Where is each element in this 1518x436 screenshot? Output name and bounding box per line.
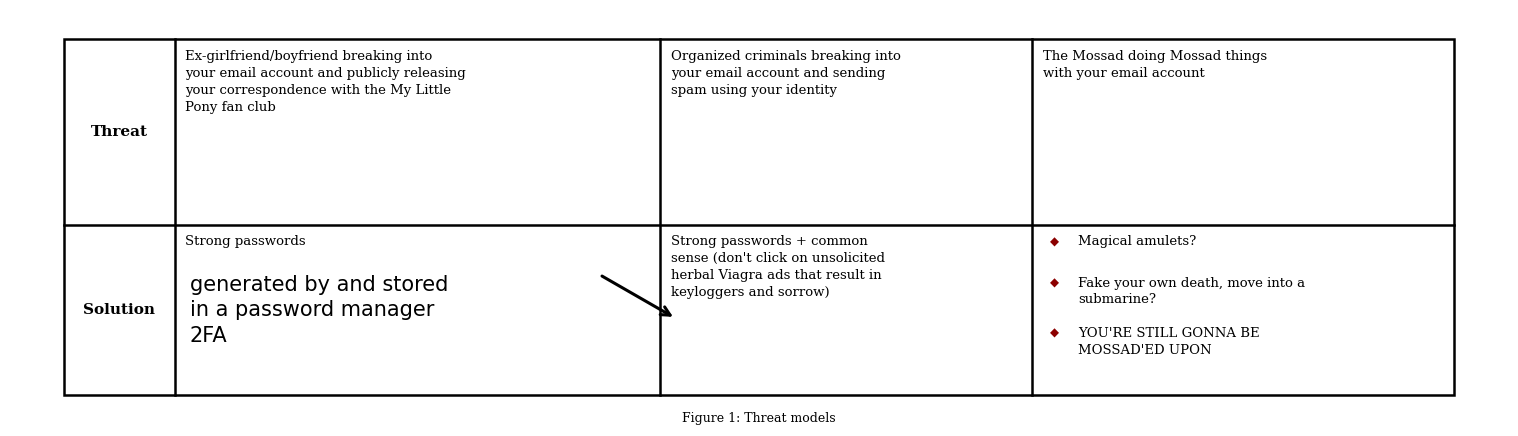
Text: Fake your own death, move into a
submarine?: Fake your own death, move into a submari…	[1078, 277, 1305, 307]
Text: Figure 1: Threat models: Figure 1: Threat models	[682, 412, 836, 425]
Text: generated by and stored
in a password manager
2FA: generated by and stored in a password ma…	[190, 275, 448, 346]
Text: ◆: ◆	[1050, 327, 1060, 340]
Text: YOU'RE STILL GONNA BE
MOSSAD'ED UPON: YOU'RE STILL GONNA BE MOSSAD'ED UPON	[1078, 327, 1260, 357]
Text: The Mossad doing Mossad things
with your email account: The Mossad doing Mossad things with your…	[1043, 50, 1268, 80]
Text: Ex-girlfriend/boyfriend breaking into
your email account and publicly releasing
: Ex-girlfriend/boyfriend breaking into yo…	[185, 50, 466, 114]
Text: ◆: ◆	[1050, 235, 1060, 249]
Text: Strong passwords + common
sense (don't click on unsolicited
herbal Viagra ads th: Strong passwords + common sense (don't c…	[671, 235, 885, 300]
Bar	[64, 39, 1454, 395]
Text: Magical amulets?: Magical amulets?	[1078, 235, 1196, 249]
Text: Strong passwords: Strong passwords	[185, 235, 305, 249]
Text: ◆: ◆	[1050, 277, 1060, 290]
Text: Solution: Solution	[83, 303, 155, 317]
Text: Threat: Threat	[91, 125, 147, 139]
Text: Organized criminals breaking into
your email account and sending
spam using your: Organized criminals breaking into your e…	[671, 50, 900, 97]
